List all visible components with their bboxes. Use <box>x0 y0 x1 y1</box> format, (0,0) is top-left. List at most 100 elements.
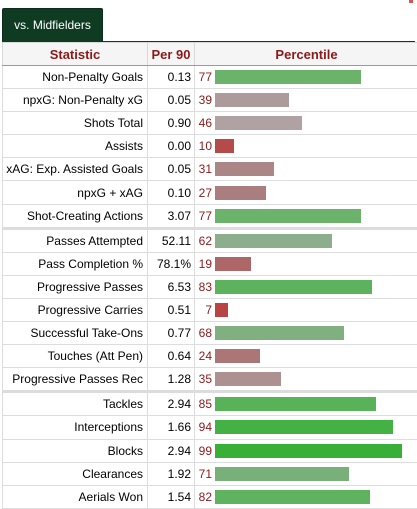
percentile-value: 77 <box>195 205 212 227</box>
header-per90[interactable]: Per 90 <box>148 43 195 66</box>
percentile-bar <box>215 326 344 340</box>
percentile-bar <box>215 93 289 107</box>
percentile-cell: 62 <box>195 228 417 252</box>
per90-value: 0.05 <box>148 158 195 181</box>
percentile-cell: 39 <box>195 89 417 112</box>
table-header-row: Statistic Per 90 Percentile <box>3 43 417 66</box>
percentile-value: 99 <box>195 440 212 462</box>
stat-name: Successful Take-Ons <box>3 322 148 345</box>
per90-value: 1.92 <box>148 462 195 485</box>
percentile-bar <box>215 162 274 176</box>
percentile-bar <box>215 257 251 271</box>
corner-accent <box>409 0 413 3</box>
per90-value: 0.51 <box>148 298 195 321</box>
percentile-cell: 83 <box>195 275 417 298</box>
percentile-value: 19 <box>195 253 212 275</box>
per90-value: 1.66 <box>148 416 195 439</box>
per90-value: 0.77 <box>148 322 195 345</box>
percentile-cell: 27 <box>195 181 417 204</box>
stat-name: Progressive Carries <box>3 298 148 321</box>
per90-value: 0.90 <box>148 112 195 135</box>
per90-value: 1.54 <box>148 485 195 508</box>
percentile-value: 39 <box>195 89 212 111</box>
tab-vs-midfielders[interactable]: vs. Midfielders <box>2 8 103 41</box>
percentile-value: 68 <box>195 322 212 344</box>
percentile-cell: 77 <box>195 66 417 89</box>
header-statistic[interactable]: Statistic <box>3 43 148 66</box>
stat-name: Shots Total <box>3 112 148 135</box>
percentile-bar <box>215 234 332 248</box>
percentile-bar <box>215 303 228 317</box>
stat-name: Progressive Passes <box>3 275 148 298</box>
percentile-bar <box>215 397 376 411</box>
per90-value: 78.1% <box>148 252 195 275</box>
stat-name: npxG: Non-Penalty xG <box>3 89 148 112</box>
percentile-cell: 77 <box>195 204 417 228</box>
percentile-value: 83 <box>195 276 212 298</box>
percentile-bar <box>215 209 361 223</box>
stat-name: Passes Attempted <box>3 228 148 252</box>
stat-name: Non-Penalty Goals <box>3 66 148 89</box>
percentile-value: 85 <box>195 393 212 415</box>
percentile-cell: 10 <box>195 135 417 158</box>
stat-name: Assists <box>3 135 148 158</box>
percentile-value: 10 <box>195 135 212 157</box>
per90-value: 2.94 <box>148 392 195 416</box>
stat-name: Pass Completion % <box>3 252 148 275</box>
percentile-cell: 85 <box>195 392 417 416</box>
percentile-bar <box>215 467 349 481</box>
stat-name: Aerials Won <box>3 485 148 508</box>
percentile-cell: 82 <box>195 485 417 508</box>
per90-value: 0.10 <box>148 181 195 204</box>
stat-name: Tackles <box>3 392 148 416</box>
stat-name: xAG: Exp. Assisted Goals <box>3 158 148 181</box>
percentile-bar <box>215 186 266 200</box>
percentile-cell: 99 <box>195 439 417 462</box>
percentile-value: 24 <box>195 345 212 367</box>
percentile-value: 82 <box>195 486 212 508</box>
percentile-value: 94 <box>195 416 212 438</box>
percentile-value: 62 <box>195 230 212 252</box>
percentile-bar <box>215 349 260 363</box>
per90-value: 1.28 <box>148 368 195 392</box>
percentile-bar <box>215 444 402 458</box>
percentile-value: 35 <box>195 368 212 390</box>
percentile-value: 31 <box>195 158 212 180</box>
per90-value: 0.64 <box>148 345 195 368</box>
per90-value: 2.94 <box>148 439 195 462</box>
percentile-bar <box>215 116 302 130</box>
per90-value: 0.13 <box>148 66 195 89</box>
percentile-cell: 71 <box>195 462 417 485</box>
percentile-value: 77 <box>195 66 212 88</box>
stats-table: Statistic Per 90 Percentile Non-Penalty … <box>2 42 417 509</box>
stat-name: Shot-Creating Actions <box>3 204 148 228</box>
percentile-cell: 7 <box>195 298 417 321</box>
header-percentile[interactable]: Percentile <box>195 43 417 66</box>
percentile-cell: 19 <box>195 252 417 275</box>
percentile-cell: 94 <box>195 416 417 439</box>
percentile-cell: 31 <box>195 158 417 181</box>
percentile-cell: 68 <box>195 322 417 345</box>
stat-name: Touches (Att Pen) <box>3 345 148 368</box>
stat-name: npxG + xAG <box>3 181 148 204</box>
percentile-value: 71 <box>195 463 212 485</box>
percentile-cell: 24 <box>195 345 417 368</box>
percentile-cell: 35 <box>195 368 417 392</box>
percentile-cell: 46 <box>195 112 417 135</box>
